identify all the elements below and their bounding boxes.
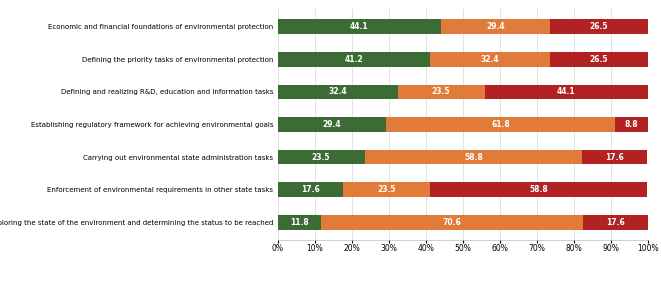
Bar <box>387 117 615 132</box>
Bar <box>278 117 387 132</box>
Bar <box>582 150 647 164</box>
Text: 44.1: 44.1 <box>557 87 576 96</box>
Text: 17.6: 17.6 <box>605 153 624 162</box>
Text: 8.8: 8.8 <box>625 120 639 129</box>
Text: 11.8: 11.8 <box>290 218 309 227</box>
Text: 26.5: 26.5 <box>590 22 608 31</box>
Bar <box>485 85 648 99</box>
Text: 61.8: 61.8 <box>491 120 510 129</box>
Bar <box>365 150 582 164</box>
Text: 44.1: 44.1 <box>350 22 369 31</box>
Text: 23.5: 23.5 <box>312 153 330 162</box>
Bar <box>278 52 430 67</box>
Text: 41.2: 41.2 <box>344 55 363 64</box>
Bar <box>278 19 441 34</box>
Text: 23.5: 23.5 <box>432 87 450 96</box>
Bar <box>321 215 582 230</box>
Text: 17.6: 17.6 <box>606 218 625 227</box>
Bar <box>343 183 430 197</box>
Bar <box>441 19 550 34</box>
Text: 26.5: 26.5 <box>590 55 608 64</box>
Text: 58.8: 58.8 <box>529 185 548 194</box>
Bar <box>615 117 648 132</box>
Text: 32.4: 32.4 <box>481 55 500 64</box>
Text: 23.5: 23.5 <box>377 185 395 194</box>
Bar <box>582 215 648 230</box>
Bar <box>278 150 365 164</box>
Bar <box>430 183 647 197</box>
Bar <box>278 215 321 230</box>
Text: 29.4: 29.4 <box>323 120 341 129</box>
Text: 29.4: 29.4 <box>486 22 504 31</box>
Bar <box>550 52 648 67</box>
Bar <box>397 85 485 99</box>
Text: 58.8: 58.8 <box>464 153 483 162</box>
Bar <box>550 19 648 34</box>
Text: 70.6: 70.6 <box>443 218 461 227</box>
Bar <box>278 183 343 197</box>
Text: 17.6: 17.6 <box>301 185 319 194</box>
Text: 32.4: 32.4 <box>329 87 347 96</box>
Bar <box>430 52 550 67</box>
Bar <box>278 85 397 99</box>
